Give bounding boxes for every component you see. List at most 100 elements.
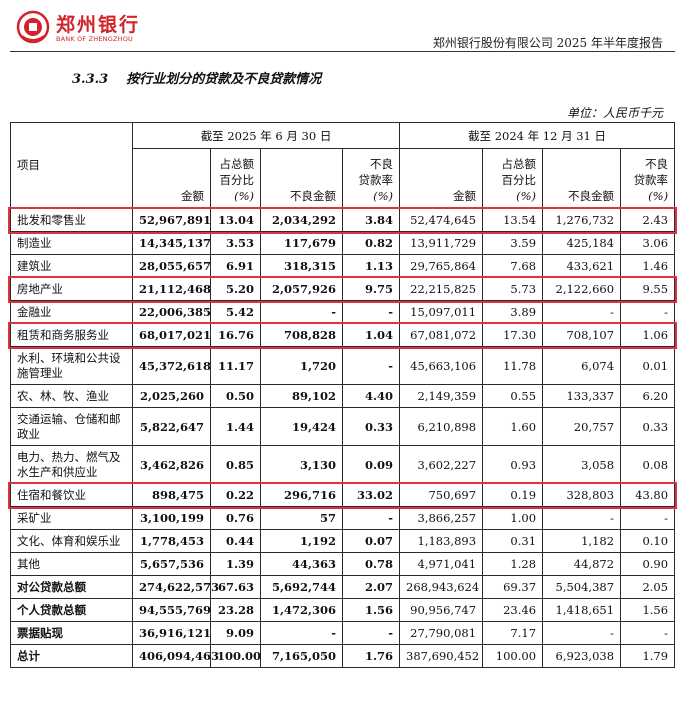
amount-current-cell: 2,025,260 xyxy=(132,384,211,408)
share-prior-cell: 7.17 xyxy=(482,621,544,645)
amount-current-cell: 274,622,573 xyxy=(132,575,219,599)
npl-amount-prior-cell: 44,872 xyxy=(542,552,622,576)
npl-ratio-prior-cell: 0.08 xyxy=(620,445,676,484)
amount-prior-cell: 67,081,072 xyxy=(399,323,484,347)
npl-ratio-current-cell: 1.13 xyxy=(341,254,401,278)
amount-prior-cell: 45,663,106 xyxy=(399,346,484,385)
amount-prior-cell: 13,911,729 xyxy=(399,231,484,255)
amount-prior-cell: 52,474,645 xyxy=(399,208,484,232)
npl-amount-current-cell: 2,057,926 xyxy=(260,277,343,301)
share-prior-cell: 3.89 xyxy=(482,300,544,324)
share-prior-cell: 0.93 xyxy=(482,445,544,484)
industry-name: 对公贷款总额 xyxy=(10,575,133,599)
npl-ratio-prior-cell: 3.06 xyxy=(620,231,676,255)
npl-ratio-current-cell: 1.56 xyxy=(341,598,401,622)
npl-ratio-prior-cell: 1.79 xyxy=(620,644,676,668)
npl-ratio-current-cell: 1.04 xyxy=(341,323,401,347)
share-current-cell: 1.44 xyxy=(210,407,261,446)
amount-current-cell: 45,372,618 xyxy=(132,346,211,385)
amount-current-cell: 5,822,647 xyxy=(132,407,211,446)
table-row: 文化、体育和娱乐业 1,778,453 0.44 1,192 0.07 1,183,893… xyxy=(10,529,676,553)
npl-amount-current-cell: 2,034,292 xyxy=(260,208,343,232)
amount-prior-cell: 27,790,081 xyxy=(399,621,484,645)
share-prior-cell: 1.60 xyxy=(482,407,544,446)
amount-current-cell: 5,657,536 xyxy=(132,552,211,576)
col-header-amount-prior: 金额 xyxy=(399,148,484,209)
industry-name: 建筑业 xyxy=(10,254,133,278)
amount-current-cell: 3,462,826 xyxy=(132,445,211,484)
col-header-npl-ratio: 不良 贷款率 (%) xyxy=(341,148,401,209)
table-row: 票据贴现 36,916,121 9.09- -27,790,081 7.17- - xyxy=(10,621,676,645)
npl-amount-current-cell: 3,130 xyxy=(260,445,343,484)
share-prior-cell: 11.78 xyxy=(482,346,544,385)
npl-ratio-prior-cell: - xyxy=(620,300,676,324)
npl-amount-current-cell: 318,315 xyxy=(260,254,343,278)
share-prior-cell: 69.37 xyxy=(482,575,544,599)
npl-ratio-current-cell: 0.07 xyxy=(341,529,401,553)
npl-ratio-prior-cell: 0.01 xyxy=(620,346,676,385)
table-row: 制造业 14,345,137 3.53 117,679 0.82 13,911,729 3.… xyxy=(10,231,676,255)
logo-en-text: BANK OF ZHENGZHOU xyxy=(56,35,133,43)
npl-amount-current-cell: 296,716 xyxy=(260,483,343,507)
amount-prior-cell: 22,215,825 xyxy=(399,277,484,301)
table-row: 对公贷款总额 274,622,573 67.63 5,692,744 2.07 268,9… xyxy=(10,575,676,599)
npl-amount-current-cell: 1,720 xyxy=(260,346,343,385)
amount-prior-cell: 3,602,227 xyxy=(399,445,484,484)
npl-amount-current-cell: 5,692,744 xyxy=(260,575,343,599)
report-title: 郑州银行股份有限公司 2025 年半年度报告 xyxy=(432,36,663,50)
amount-prior-cell: 90,956,747 xyxy=(399,598,484,622)
npl-amount-current-cell: 19,424 xyxy=(260,407,343,446)
npl-amount-current-cell: 89,102 xyxy=(260,384,343,408)
npl-ratio-prior-cell: 1.06 xyxy=(620,323,676,347)
share-current-cell: 67.63 xyxy=(210,575,261,599)
amount-current-cell: 94,555,769 xyxy=(132,598,211,622)
npl-ratio-current-cell: 2.07 xyxy=(341,575,401,599)
amount-current-cell: 898,475 xyxy=(132,483,211,507)
bank-logo-icon xyxy=(16,10,50,44)
table-row: 电力、热力、燃气及水生产和供应业 3,462,826 0.85 3,130 0.09 3,… xyxy=(10,445,676,484)
npl-ratio-prior-cell: 0.90 xyxy=(620,552,676,576)
amount-prior-cell: 6,210,898 xyxy=(399,407,484,446)
npl-ratio-prior-cell: 43.80 xyxy=(620,483,676,507)
npl-ratio-current-cell: 0.82 xyxy=(341,231,401,255)
table-row: 个人贷款总额 94,555,769 23.28 1,472,306 1.56 90,956… xyxy=(10,598,676,622)
npl-amount-prior-cell: 433,621 xyxy=(542,254,622,278)
share-current-cell: 0.76 xyxy=(210,506,261,530)
npl-amount-prior-cell: 133,337 xyxy=(542,384,622,408)
bank-logo: 郑州银行 BANK OF ZHENGZHOU xyxy=(16,10,156,50)
npl-ratio-prior-cell: 2.43 xyxy=(620,208,676,232)
table-row: 交通运输、仓储和邮政业 5,822,647 1.44 19,424 0.33 6,210,… xyxy=(10,407,676,446)
amount-current-cell: 68,017,021 xyxy=(132,323,211,347)
col-header-share-prior: 占总额 百分比 (%) xyxy=(482,148,544,209)
amount-prior-cell: 387,690,452 xyxy=(399,644,484,668)
col-header-amount: 金额 xyxy=(132,148,211,209)
col-header-npl-ratio-prior: 不良 贷款率 (%) xyxy=(620,148,676,209)
share-current-cell: 6.91 xyxy=(210,254,261,278)
table-row: 房地产业 21,112,468 5.20 2,057,926 9.75 22,215,82… xyxy=(10,277,676,301)
npl-amount-current-cell: 1,472,306 xyxy=(260,598,343,622)
share-prior-cell: 23.46 xyxy=(482,598,544,622)
npl-amount-prior-cell: 1,418,651 xyxy=(542,598,622,622)
npl-amount-current-cell: - xyxy=(260,621,343,645)
industry-name: 票据贴现 xyxy=(10,621,133,645)
amount-current-cell: 1,778,453 xyxy=(132,529,211,553)
header-row-columns: 金额 占总额 百分比 (%) 不良金额 不良 贷款率 (%) 金额 占总额 百分比 (%) … xyxy=(11,148,676,209)
header-row-periods: 项目 截至 2025 年 6 月 30 日 截至 2024 年 12 月 31 … xyxy=(10,122,676,209)
npl-ratio-prior-cell: 0.33 xyxy=(620,407,676,446)
table-row: 其他 5,657,536 1.39 44,363 0.78 4,971,041 1.28 44… xyxy=(10,552,676,576)
industry-name: 制造业 xyxy=(10,231,133,255)
amount-prior-cell: 268,943,624 xyxy=(399,575,484,599)
logo-cn-text: 郑州银行 xyxy=(56,14,141,36)
share-current-cell: 0.44 xyxy=(210,529,261,553)
industry-name: 采矿业 xyxy=(10,506,133,530)
share-current-cell: 0.85 xyxy=(210,445,261,484)
npl-ratio-current-cell: 4.40 xyxy=(341,384,401,408)
amount-current-cell: 36,916,121 xyxy=(132,621,211,645)
industry-name: 文化、体育和娱乐业 xyxy=(10,529,133,553)
industry-name: 住宿和餐饮业 xyxy=(10,483,133,507)
share-prior-cell: 1.00 xyxy=(482,506,544,530)
npl-ratio-current-cell: 1.76 xyxy=(341,644,401,668)
industry-name: 个人贷款总额 xyxy=(10,598,133,622)
table-row: 农、林、牧、渔业 2,025,260 0.50 89,102 4.40 2,149,359… xyxy=(10,384,676,408)
amount-current-cell: 406,094,463 xyxy=(132,644,219,668)
